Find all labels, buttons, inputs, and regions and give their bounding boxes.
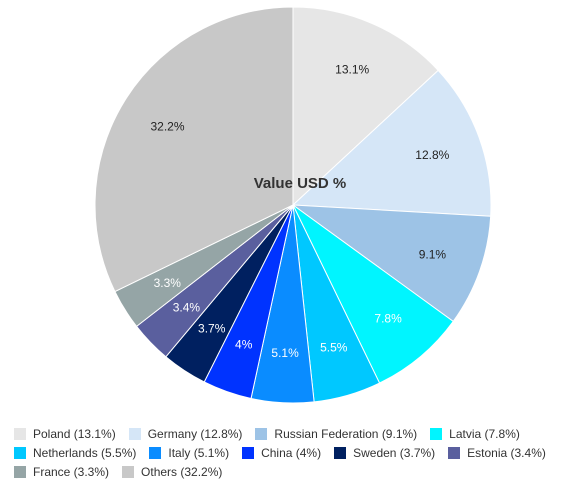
- slice-data-label: 32.2%: [150, 120, 184, 134]
- chart-legend: Poland (13.1%) Germany (12.8%) Russian Fed…: [14, 424, 579, 481]
- legend-label: China (4%): [261, 445, 322, 460]
- legend-label: Netherlands (5.5%): [33, 445, 137, 460]
- slice-data-label: 12.8%: [415, 148, 449, 162]
- slice-data-label: 9.1%: [419, 248, 447, 262]
- legend-swatch: [149, 446, 162, 459]
- legend-label: Sweden (3.7%): [353, 445, 436, 460]
- legend-item-russian-federation: Russian Federation (9.1%): [255, 427, 417, 441]
- legend-item-italy: Italy (5.1%): [149, 446, 229, 460]
- legend-swatch: [122, 465, 135, 478]
- slice-data-label: 3.3%: [154, 276, 182, 290]
- legend-item-netherlands: Netherlands (5.5%): [14, 446, 136, 460]
- legend-item-latvia: Latvia (7.8%): [430, 427, 520, 441]
- legend-swatch: [14, 465, 26, 478]
- slice-data-label: 3.7%: [198, 322, 226, 336]
- chart-title: Value USD %: [254, 175, 347, 192]
- pie-slice-labels: 13.1% 12.8% 9.1% 7.8% 5.5% 5.1% 4% 3.7% 3.4% 3.3%…: [150, 62, 449, 359]
- legend-swatch: [448, 446, 461, 459]
- pie-slices: [94, 6, 492, 404]
- legend-row: France (3.3%) Others (32.2%): [14, 462, 579, 481]
- pie-chart-svg: 13.1% 12.8% 9.1% 7.8% 5.5% 5.1% 4% 3.7% 3.4% 3.3%…: [94, 6, 492, 404]
- legend-label: Latvia (7.8%): [449, 426, 520, 441]
- pie-slice-russian-federation: [291, 204, 492, 323]
- pie-slice-poland: [292, 6, 439, 207]
- legend-item-estonia: Estonia (3.4%): [448, 446, 546, 460]
- legend-label: Others (32.2%): [141, 464, 223, 479]
- legend-label: Russian Federation (9.1%): [274, 426, 418, 441]
- legend-swatch: [14, 446, 26, 459]
- legend-swatch: [255, 427, 268, 440]
- legend-label: Italy (5.1%): [168, 445, 230, 460]
- legend-label: Germany (12.8%): [147, 426, 243, 441]
- legend-swatch: [430, 427, 443, 440]
- pie-slice-germany: [291, 69, 492, 217]
- slice-data-label: 4%: [235, 338, 253, 352]
- pie-slice-others: [94, 6, 294, 293]
- slice-data-label: 7.8%: [374, 311, 402, 325]
- legend-row: Netherlands (5.5%) Italy (5.1%) China (4%)…: [14, 443, 579, 462]
- legend-item-others: Others (32.2%): [122, 465, 222, 479]
- legend-swatch: [128, 427, 141, 440]
- pie-slice-latvia: [292, 204, 454, 384]
- legend-item-sweden: Sweden (3.7%): [334, 446, 435, 460]
- legend-item-germany: Germany (12.8%): [128, 426, 243, 441]
- legend-label: Poland (13.1%): [33, 426, 116, 441]
- legend-label: Estonia (3.4%): [467, 445, 546, 460]
- legend-label: France (3.3%): [33, 464, 110, 479]
- legend-swatch: [14, 427, 26, 440]
- slice-data-label: 3.4%: [173, 301, 201, 315]
- legend-item-france: France (3.3%): [14, 465, 109, 479]
- legend-row: Poland (13.1%) Germany (12.8%) Russian Fed…: [14, 424, 579, 443]
- slice-data-label: 5.1%: [271, 346, 299, 360]
- legend-swatch: [334, 446, 347, 459]
- slice-data-label: 5.5%: [320, 340, 348, 354]
- legend-item-china: China (4%): [242, 446, 321, 460]
- slice-data-label: 13.1%: [335, 62, 369, 76]
- legend-item-poland: Poland (13.1%): [14, 427, 116, 441]
- legend-swatch: [242, 446, 255, 459]
